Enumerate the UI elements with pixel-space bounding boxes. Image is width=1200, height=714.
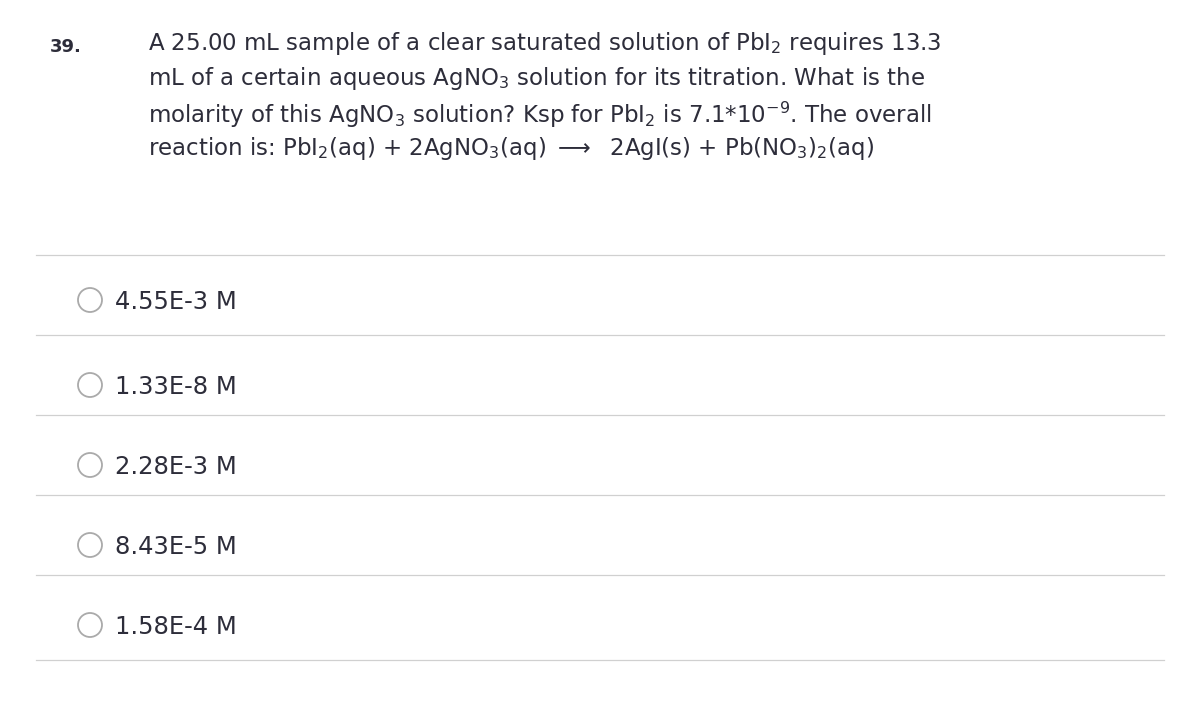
Text: reaction is: PbI$_2$(aq) + 2AgNO$_3$(aq) $\longrightarrow$  2AgI(s) + Pb(NO$_3$): reaction is: PbI$_2$(aq) + 2AgNO$_3$(aq)…	[148, 135, 874, 162]
Text: 2.28E-3 M: 2.28E-3 M	[115, 455, 236, 479]
Text: 4.55E-3 M: 4.55E-3 M	[115, 290, 236, 314]
Text: 1.58E-4 M: 1.58E-4 M	[115, 615, 236, 639]
Text: 1.33E-8 M: 1.33E-8 M	[115, 375, 236, 399]
Text: molarity of this AgNO$_3$ solution? Ksp for PbI$_2$ is 7.1*10$^{-9}$. The overal: molarity of this AgNO$_3$ solution? Ksp …	[148, 100, 931, 130]
Text: 39.: 39.	[50, 38, 82, 56]
Text: A 25.00 mL sample of a clear saturated solution of PbI$_2$ requires 13.3: A 25.00 mL sample of a clear saturated s…	[148, 30, 942, 57]
Text: mL of a certain aqueous AgNO$_3$ solution for its titration. What is the: mL of a certain aqueous AgNO$_3$ solutio…	[148, 65, 925, 92]
Text: 8.43E-5 M: 8.43E-5 M	[115, 535, 236, 559]
